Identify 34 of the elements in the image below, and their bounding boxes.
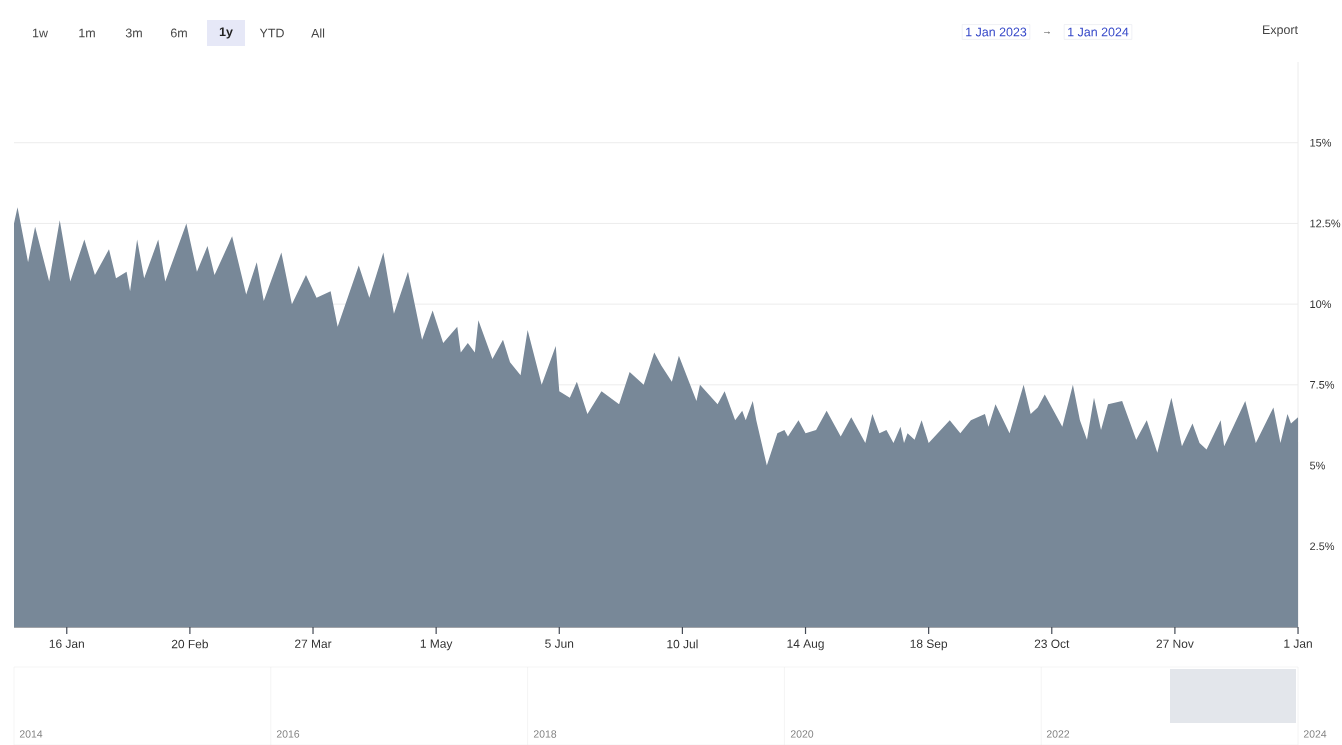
text: Export <box>1263 25 1298 37</box>
y-tick-label: 7.5% <box>1310 381 1335 389</box>
y-tick-label: 12.5% <box>1310 219 1341 228</box>
text: 6m <box>170 28 187 38</box>
text: → <box>1044 31 1050 34</box>
text: 1 Jan 2023 <box>966 27 1027 37</box>
text: 2014 <box>19 730 43 738</box>
text: All <box>311 28 325 38</box>
x-tick-label: 23 Oct <box>1034 639 1070 648</box>
text: 1m <box>79 28 95 38</box>
y-tick-label: 5% <box>1309 461 1325 470</box>
x-tick-label: 14 Aug <box>787 639 824 651</box>
text: YTD <box>259 28 284 38</box>
text: 1 Jan 2024 <box>1068 27 1129 37</box>
x-tick-label: 10 Jul <box>667 639 698 649</box>
text: 2022 <box>1046 730 1070 738</box>
y-tick-label: 15% <box>1310 138 1332 147</box>
text: 1y <box>219 27 233 39</box>
y-tick-label: 10% <box>1310 300 1332 309</box>
x-tick-label: 18 Sep <box>910 639 948 651</box>
text: 3m <box>125 28 142 38</box>
x-tick-label: 1 Jan <box>1284 639 1312 648</box>
x-tick-label: 16 Jan <box>49 639 84 648</box>
x-tick-label: 27 Nov <box>1156 639 1194 648</box>
text: 2024 <box>1303 730 1327 738</box>
text: 2016 <box>276 730 300 738</box>
y-tick-label: 2.5% <box>1310 542 1335 551</box>
text: 2018 <box>533 730 557 738</box>
text: 1w <box>32 28 48 38</box>
x-tick-label: 5 Jun <box>545 639 574 648</box>
text: 2020 <box>790 730 814 738</box>
x-tick-label: 1 May <box>420 639 453 651</box>
x-tick-label: 20 Feb <box>171 639 208 649</box>
x-tick-label: 27 Mar <box>295 639 332 648</box>
